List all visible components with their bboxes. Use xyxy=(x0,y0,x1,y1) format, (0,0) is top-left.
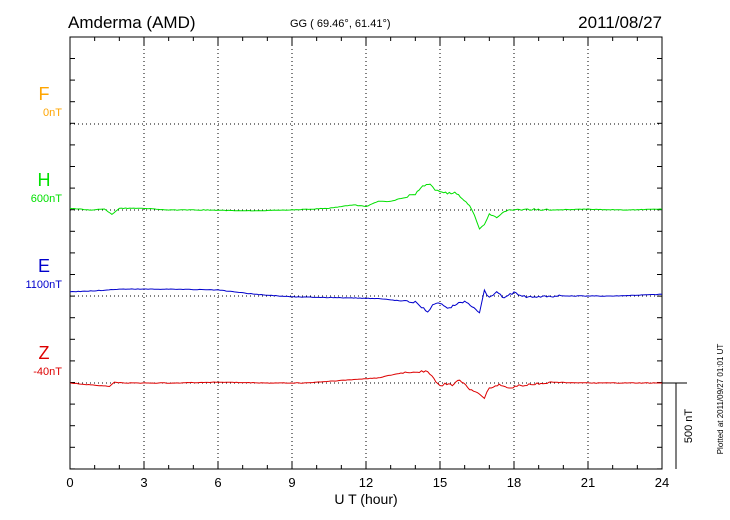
x-tick-label-21: 21 xyxy=(581,475,595,490)
series-baseline-Z: -40nT xyxy=(33,366,62,378)
series-baseline-F: 0nT xyxy=(43,107,62,119)
axis-ticks xyxy=(69,37,663,470)
x-tick-label-18: 18 xyxy=(507,475,521,490)
series-line-E xyxy=(69,288,663,314)
x-tick-labels: 0 3 6 9 12 15 18 21 24 xyxy=(66,475,669,490)
series-name-E: E xyxy=(38,256,50,276)
x-tick-label-6: 6 xyxy=(214,475,221,490)
plot-frame xyxy=(69,36,663,470)
station-title: Amderma (AMD) xyxy=(68,13,196,32)
series-baseline-H: 600nT xyxy=(31,193,62,205)
x-tick-label-12: 12 xyxy=(359,475,373,490)
x-axis-label: U T (hour) xyxy=(334,491,397,507)
series-name-Z: Z xyxy=(39,343,50,363)
plotted-timestamp: Plotted at 2011/09/27 01:01 UT xyxy=(716,344,725,455)
coordinates-label: GG ( 69.46°, 61.41°) xyxy=(290,18,391,30)
x-tick-label-24: 24 xyxy=(655,475,669,490)
series-baseline-E: 1100nT xyxy=(26,279,63,291)
date-label: 2011/08/27 xyxy=(578,13,662,32)
series-labels: F 0nT H 600nT E 1100nT Z -40nT xyxy=(26,84,63,378)
series-name-H: H xyxy=(38,170,51,190)
series-line-H xyxy=(69,183,663,230)
x-tick-label-3: 3 xyxy=(140,475,147,490)
scale-bar-label: 500 nT xyxy=(683,409,695,444)
x-tick-label-9: 9 xyxy=(288,475,295,490)
x-tick-label-0: 0 xyxy=(66,475,73,490)
x-tick-label-15: 15 xyxy=(433,475,447,490)
series-lines xyxy=(69,183,663,400)
grid-lines xyxy=(70,37,662,469)
series-line-Z xyxy=(69,370,662,400)
series-name-F: F xyxy=(39,84,50,104)
